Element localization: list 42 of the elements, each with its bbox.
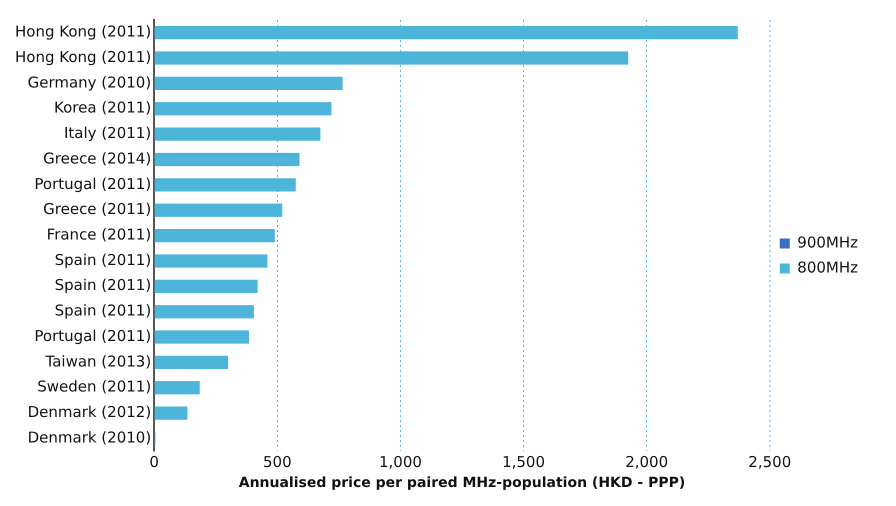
legend-label: 900MHz [797,233,858,252]
y-tick-label: Sweden (2011) [37,378,152,396]
y-tick-label: Hong Kong (2011) [14,22,152,41]
bar [154,178,296,192]
x-tick-label: 0 [149,453,159,472]
x-tick-label: 500 [262,453,292,472]
y-tick-label: Portugal (2011) [34,326,152,345]
bar [154,330,249,344]
y-tick-label: Spain (2011) [54,302,152,320]
x-tick-label: 2,500 [748,453,792,472]
bar [154,381,200,394]
x-tick-label: 1,500 [502,453,546,472]
y-tick-label: Hong Kong (2011) [14,48,152,66]
y-tick-label: Spain (2011) [54,250,152,269]
bar [154,228,275,242]
bar [154,102,332,116]
bar [154,305,254,318]
y-tick-label: Greece (2011) [43,200,152,218]
bar [154,51,628,65]
y-tick-label: Denmark (2012) [28,403,152,422]
bar [154,26,738,40]
y-tick-label: Portugal (2011) [34,174,152,193]
bar [154,406,188,420]
x-tick-label: 2,000 [625,453,668,472]
y-tick-label: Spain (2011) [54,276,152,294]
bar [154,128,320,141]
legend-label: 800MHz [797,258,858,276]
y-tick-label: Italy (2011) [64,124,152,142]
y-tick-label: Greece (2014) [43,149,152,168]
x-axis-title: Annualised price per paired MHz-population (HKD - PPP) [238,475,686,492]
y-tick-label: Denmark (2010) [28,428,152,446]
y-tick-label: Taiwan (2013) [44,352,152,370]
y-tick-label: Korea (2011) [54,98,152,117]
bar [154,204,282,217]
bar [154,76,343,90]
y-tick-label: Germany (2010) [28,73,152,92]
bar [154,356,228,370]
x-tick-label: 1,000 [378,453,422,472]
bar [154,152,300,166]
y-tick-label: France (2011) [46,225,152,244]
bar [154,254,268,268]
bar [154,280,258,293]
